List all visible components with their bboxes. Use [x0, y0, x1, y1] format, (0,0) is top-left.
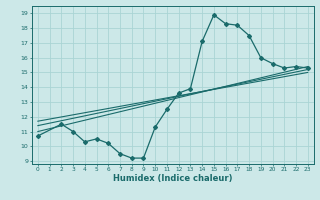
X-axis label: Humidex (Indice chaleur): Humidex (Indice chaleur): [113, 174, 233, 183]
